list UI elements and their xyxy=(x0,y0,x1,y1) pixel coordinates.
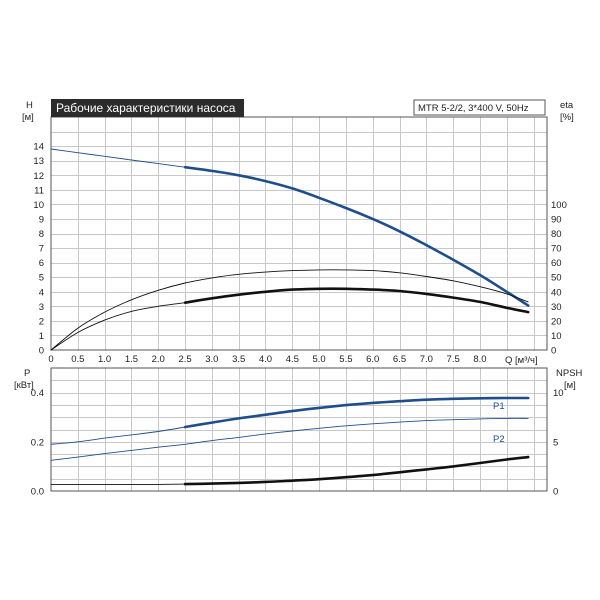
y-tick-label: 10 xyxy=(33,200,44,211)
y-right-tick-label: 60 xyxy=(551,258,562,269)
y-tick-label: 4 xyxy=(39,287,44,298)
series-label-p2: P2 xyxy=(493,434,505,445)
y-right-tick-label: 5 xyxy=(553,437,558,448)
chart-title-box xyxy=(51,99,244,117)
x-tick-label: 7.5 xyxy=(447,354,460,365)
x-tick-label: 0.5 xyxy=(71,354,84,365)
x-tick-label: 1.5 xyxy=(125,354,138,365)
x-tick-label: 8.0 xyxy=(473,354,486,365)
series-line-p1 xyxy=(183,396,530,429)
bottom-right-axis-label-line2: [м] xyxy=(564,380,576,391)
top-chart-ticks: 0 0.5 1.0 1.5 2.0 2.5 3.0 3.5 4.0 4.5 5.0 5.5 6.0 6.5… xyxy=(33,142,566,365)
y-tick-label: 7 xyxy=(39,244,44,255)
chart-subtitle-box xyxy=(413,99,546,116)
bottom-chart-frame xyxy=(50,367,548,492)
x-tick-label: 5.5 xyxy=(339,354,352,365)
chart-subtitle: MTR 5-2/2, 3*400 V, 50Hz xyxy=(418,103,529,114)
y-right-tick-label: 100 xyxy=(551,200,567,211)
series-line-right-2 xyxy=(50,269,529,351)
y-right-tick-label: 20 xyxy=(551,316,562,327)
y-tick-label: 0.2 xyxy=(31,437,44,448)
x-tick-label: 2.5 xyxy=(178,354,191,365)
x-tick-label: 1.0 xyxy=(98,354,111,365)
y-right-tick-label: 0 xyxy=(551,346,556,357)
series-line-right-3 xyxy=(50,302,186,351)
series-line-left-0 xyxy=(50,148,186,168)
series-line-p2 xyxy=(50,417,529,461)
bottom-left-axis-label-line2: [кВт] xyxy=(14,380,34,391)
y-tick-label: 13 xyxy=(33,156,44,167)
y-right-tick-label: 80 xyxy=(551,229,562,240)
top-right-axis-label-line2: [%] xyxy=(560,112,574,123)
x-tick-label: 0 xyxy=(48,354,53,365)
y-tick-label: 0.0 xyxy=(31,487,44,498)
y-right-tick-label: 10 xyxy=(551,331,562,342)
y-tick-label: 9 xyxy=(39,214,44,225)
y-tick-label: 8 xyxy=(39,229,44,240)
x-axis-label: Q [м³/ч] xyxy=(505,355,538,366)
x-tick-label: 7.0 xyxy=(420,354,433,365)
x-tick-label: 5.0 xyxy=(312,354,325,365)
y-right-tick-label: 10 xyxy=(553,388,564,399)
y-tick-label: 14 xyxy=(33,142,44,153)
y-right-tick-label: 30 xyxy=(551,302,562,313)
y-tick-label: 11 xyxy=(34,185,44,196)
bottom-chart-ticks: 0.0 0.2 0.4 0 5 10 xyxy=(31,388,564,497)
top-left-axis-label-line1: H xyxy=(26,100,33,111)
x-tick-label: 4.0 xyxy=(259,354,272,365)
y-tick-label: 0.4 xyxy=(31,388,44,399)
y-tick-label: 0 xyxy=(39,346,44,357)
series-line-left-1 xyxy=(183,165,530,307)
bottom-chart-series xyxy=(50,396,530,486)
y-tick-label: 3 xyxy=(39,302,44,313)
x-tick-label: 4.5 xyxy=(286,354,299,365)
y-tick-label: 12 xyxy=(33,171,44,182)
y-right-tick-label: 50 xyxy=(551,273,562,284)
x-tick-label: 6.5 xyxy=(393,354,406,365)
series-line-right-4 xyxy=(183,455,530,486)
top-left-axis-label-line2: [м] xyxy=(22,112,34,123)
y-tick-label: 6 xyxy=(39,258,44,269)
series-line-p1 xyxy=(50,426,186,445)
series-line-right-3 xyxy=(50,483,186,486)
y-tick-label: 1 xyxy=(39,331,44,342)
y-right-tick-label: 0 xyxy=(553,487,558,498)
series-label-p1: P1 xyxy=(493,401,505,412)
bottom-left-axis-label-line1: P xyxy=(24,368,30,379)
x-tick-label: 2.0 xyxy=(152,354,165,365)
y-tick-label: 2 xyxy=(39,316,44,327)
y-right-tick-label: 40 xyxy=(551,287,562,298)
top-chart-series xyxy=(50,148,530,351)
top-chart-frame xyxy=(50,116,548,351)
x-tick-label: 6.0 xyxy=(366,354,379,365)
bottom-chart-grid xyxy=(51,368,547,491)
y-tick-label: 5 xyxy=(39,273,44,284)
series-line-right-4 xyxy=(183,287,530,314)
top-chart-grid xyxy=(51,117,547,350)
top-right-axis-label-line1: eta xyxy=(560,100,574,111)
y-right-tick-label: 90 xyxy=(551,214,562,225)
x-tick-label: 3.0 xyxy=(205,354,218,365)
y-right-tick-label: 70 xyxy=(551,244,562,255)
chart-title: Рабочие характеристики насоса xyxy=(56,101,236,115)
bottom-right-axis-label-line1: NPSH xyxy=(556,368,583,379)
x-tick-label: 3.5 xyxy=(232,354,245,365)
